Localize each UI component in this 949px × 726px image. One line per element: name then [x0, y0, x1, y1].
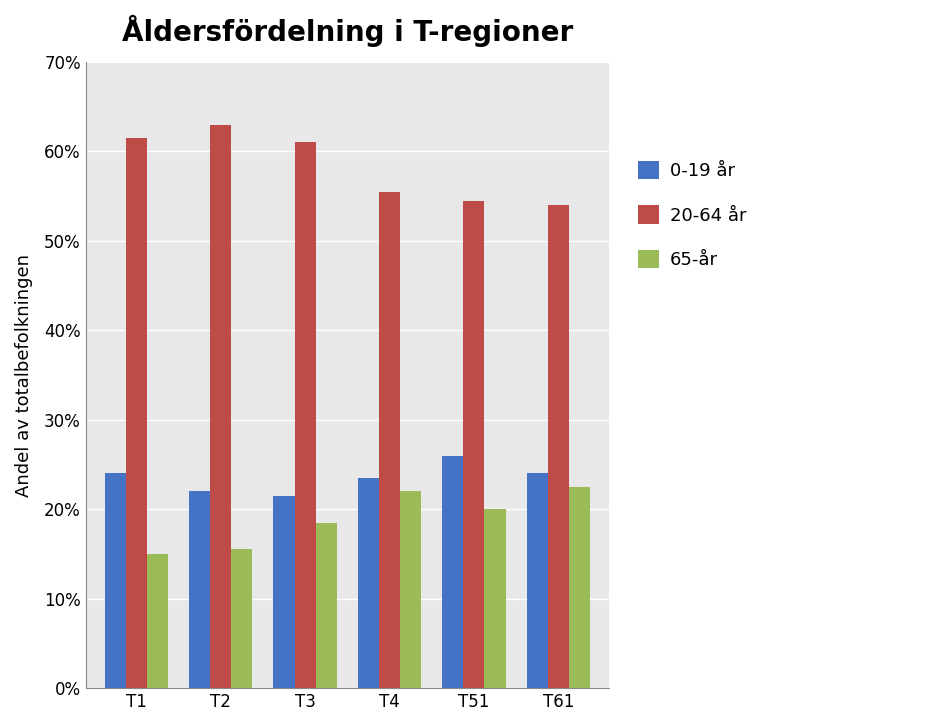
Title: Åldersfördelning i T-regioner: Åldersfördelning i T-regioner [121, 15, 573, 47]
Bar [147, 554, 168, 688]
Bar [400, 492, 421, 688]
Bar [210, 125, 232, 688]
Bar [316, 523, 337, 688]
Bar [104, 473, 126, 688]
Bar [484, 509, 506, 688]
Bar [294, 142, 316, 688]
Bar [273, 496, 294, 688]
Legend: 0-19 år, 20-64 år, 65-år: 0-19 år, 20-64 år, 65-år [623, 146, 761, 284]
Bar [232, 550, 252, 688]
Bar [548, 205, 568, 688]
Bar [358, 478, 379, 688]
Bar [379, 192, 400, 688]
Bar [126, 138, 147, 688]
Y-axis label: Andel av totalbefolkningen: Andel av totalbefolkningen [15, 253, 33, 497]
Bar [527, 473, 548, 688]
Bar [442, 456, 463, 688]
Bar [568, 487, 590, 688]
Bar [463, 200, 484, 688]
Bar [189, 492, 210, 688]
